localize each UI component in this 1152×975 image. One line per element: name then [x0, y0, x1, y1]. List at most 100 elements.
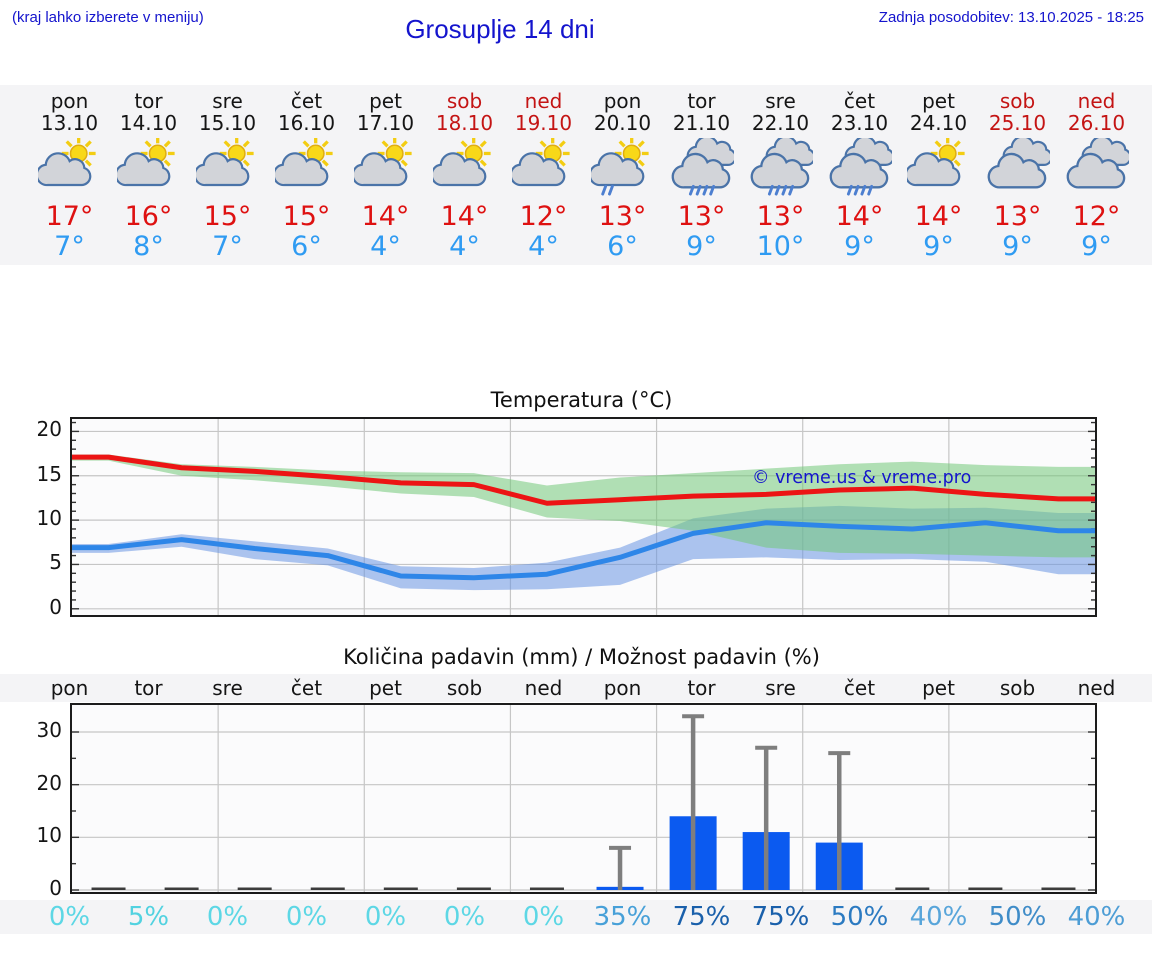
day-name: tor: [687, 89, 716, 113]
precip-probability: 40%: [909, 902, 968, 932]
partly-sunny-icon: [430, 136, 491, 187]
precip-day-label: čet: [290, 676, 323, 700]
precip-axis-label: 10: [36, 823, 62, 848]
forecast-day: pet 17.10 14° 4°: [346, 85, 425, 265]
day-name: tor: [134, 89, 163, 113]
max-temperature-range: [72, 454, 1095, 558]
min-temperature-line: [72, 520, 1095, 581]
high-temp: 13°: [677, 201, 726, 232]
high-temp: 13°: [598, 201, 647, 232]
precip-day-label: ned: [524, 676, 563, 700]
low-temp: 8°: [133, 231, 164, 262]
partly-sunny-icon: [351, 136, 412, 187]
weather-icon-wrap: [430, 136, 497, 196]
high-temp: 12°: [519, 201, 568, 232]
precip-day-label: sob: [999, 676, 1036, 700]
precip-day-label: tor: [134, 676, 163, 700]
precip-probability: 5%: [127, 902, 170, 932]
last-updated: Zadnja posodobitev: 13.10.2025 - 18:25: [878, 9, 1144, 26]
day-name: ned: [524, 89, 563, 113]
low-temp: 4°: [528, 231, 559, 262]
high-temp: 15°: [203, 201, 252, 232]
weather-icon-wrap: [1065, 135, 1132, 196]
forecast-day: sre 15.10 15° 7°: [188, 85, 267, 265]
high-temp: 14°: [440, 201, 489, 232]
forecast-day: pon 20.10 13° 6°: [583, 85, 662, 265]
precip-trace-mark: [529, 887, 564, 890]
high-temp: 14°: [914, 201, 963, 232]
day-date: 23.10: [830, 111, 889, 135]
precip-probability: 35%: [593, 902, 652, 932]
precip-probability: 0%: [285, 902, 328, 932]
precipitation-chart-title: Količina padavin (mm) / Možnost padavin …: [343, 645, 820, 669]
precip-probability: 0%: [48, 902, 91, 932]
precip-day-label: sob: [446, 676, 483, 700]
rain-icon: [750, 135, 816, 196]
day-date: 21.10: [672, 111, 731, 135]
day-name: sre: [765, 89, 796, 113]
rain-icon: [671, 135, 737, 196]
day-name: sre: [212, 89, 243, 113]
day-date: 15.10: [198, 111, 257, 135]
temperature-chart: © vreme.us & vreme.pro: [70, 417, 1097, 617]
day-date: 19.10: [514, 111, 573, 135]
precipitation-chart: [70, 703, 1097, 894]
day-name: pon: [603, 89, 642, 113]
precip-trace-mark: [1041, 887, 1076, 890]
forecast-day: ned 19.10 12° 4°: [504, 85, 583, 265]
partly-sunny-icon: [509, 136, 570, 187]
day-date: 14.10: [119, 111, 178, 135]
precip-trace-mark: [164, 887, 199, 890]
precip-trace-mark: [968, 887, 1003, 890]
precip-trace-mark: [895, 887, 930, 890]
location-menu-hint: (kraj lahko izberete v meniju): [12, 9, 204, 26]
forecast-day: tor 21.10 13° 9°: [662, 85, 741, 265]
precip-day-label: pon: [603, 676, 642, 700]
high-temp: 15°: [282, 201, 331, 232]
rain-icon: [829, 135, 895, 196]
temperature-chart-title: Temperatura (°C): [490, 388, 673, 412]
temp-axis-label: 0: [49, 594, 62, 619]
high-temp: 14°: [361, 201, 410, 232]
precip-day-label: pet: [922, 676, 955, 700]
forecast-day: čet 23.10 14° 9°: [820, 85, 899, 265]
low-temp: 6°: [291, 231, 322, 262]
precipitation-day-labels: pon tor sre čet pet sob ned pon tor sre čet pet sob n…: [0, 674, 1152, 702]
day-name: pet: [369, 89, 402, 113]
forecast-day: čet 16.10 15° 6°: [267, 85, 346, 265]
low-temp: 7°: [212, 231, 243, 262]
high-temp: 14°: [835, 201, 884, 232]
temp-axis-label: 5: [49, 550, 62, 575]
high-temp: 13°: [993, 201, 1042, 232]
day-date: 26.10: [1067, 111, 1126, 135]
precip-probability: 75%: [672, 902, 731, 932]
high-temp: 17°: [45, 201, 94, 232]
forecast-day: sre 22.10 13° 10°: [741, 85, 820, 265]
partly-sunny-rain-icon: [588, 136, 649, 196]
partly-sunny-icon: [272, 136, 333, 187]
partly-sunny-icon: [35, 136, 96, 187]
precip-day-label: sre: [765, 676, 796, 700]
weather-icon-wrap: [509, 136, 576, 196]
cloudy-icon: [987, 135, 1053, 189]
day-name: sob: [999, 89, 1036, 113]
day-date: 25.10: [988, 111, 1047, 135]
precip-probability: 50%: [830, 902, 889, 932]
day-date: 24.10: [909, 111, 968, 135]
precip-day-label: pet: [369, 676, 402, 700]
precip-trace-mark: [456, 887, 491, 890]
day-name: pon: [50, 89, 89, 113]
precip-day-label: čet: [843, 676, 876, 700]
low-temp: 4°: [449, 231, 480, 262]
low-temp: 6°: [607, 231, 638, 262]
forecast-day: pet 24.10 14° 9°: [899, 85, 978, 265]
precip-trace-mark: [383, 887, 418, 890]
high-temp: 16°: [124, 201, 173, 232]
weather-icon-wrap: [351, 136, 418, 196]
forecast-day: sob 18.10 14° 4°: [425, 85, 504, 265]
weather-icon-wrap: [193, 136, 260, 196]
weather-icon-wrap: [749, 135, 816, 196]
partly-sunny-icon: [193, 136, 254, 187]
forecast-day: pon 13.10 17° 7°: [30, 85, 109, 265]
